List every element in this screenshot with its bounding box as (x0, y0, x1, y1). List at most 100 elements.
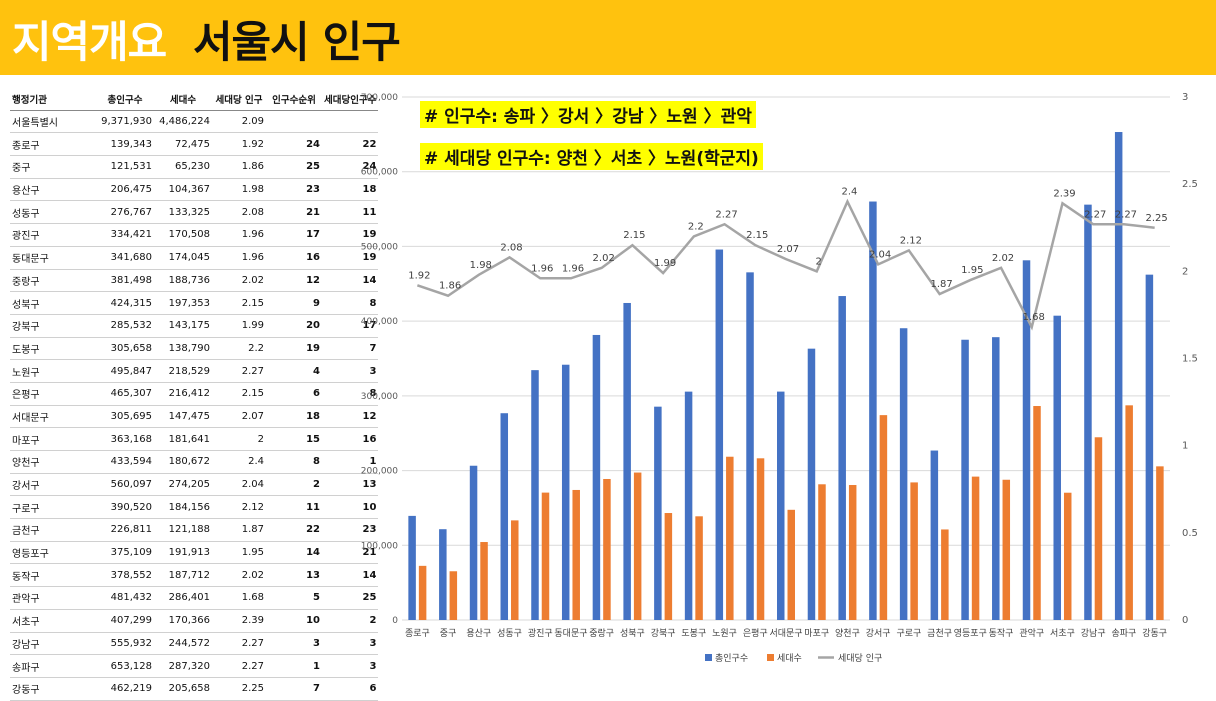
table-cell: 381,498 (96, 269, 154, 293)
table-cell: 433,594 (96, 450, 154, 474)
col-header-per-household-rank: 세대당인구수 (322, 88, 379, 111)
table-cell: 23 (266, 178, 322, 202)
table-row: 강서구 560,097 274,205 2.04 2 13 (10, 473, 379, 497)
data-label: 1.96 (531, 263, 553, 274)
table-cell: 3 (322, 359, 379, 383)
table-cell: 181,641 (154, 427, 212, 451)
table-row: 관악구 481,432 286,401 1.68 5 25 (10, 586, 379, 610)
table-cell: 18 (266, 405, 322, 429)
table-cell: 2.2 (212, 337, 266, 361)
bar-population (869, 201, 877, 620)
table-cell: 18 (322, 178, 379, 202)
table-cell: 4,486,224 (154, 110, 212, 134)
table-cell: 동작구 (10, 563, 96, 588)
table-cell: 424,315 (96, 291, 154, 315)
table-cell: 147,475 (154, 405, 212, 429)
x-tick-label: 강남구 (1081, 628, 1106, 639)
table-cell: 2.04 (212, 473, 266, 497)
bar-population (1084, 204, 1092, 620)
table-cell: 180,672 (154, 450, 212, 474)
table-cell: 170,366 (154, 609, 212, 633)
data-label: 1.68 (1023, 312, 1045, 323)
bar-households (633, 472, 642, 620)
data-label: 2.4 (841, 187, 857, 198)
table-cell: 노원구 (10, 359, 96, 383)
bar-households (603, 478, 611, 620)
x-tick-label: 송파구 (1111, 628, 1136, 639)
table-cell: 1 (266, 654, 322, 678)
table-cell: 강동구 (10, 677, 96, 701)
page-title: 서울시 인구 (193, 18, 401, 68)
table-cell: 성북구 (10, 291, 96, 315)
x-tick-label: 중구 (440, 628, 457, 639)
table-cell: 187,712 (154, 563, 212, 588)
bar-population (807, 348, 816, 620)
table-cell: 도봉구 (10, 337, 96, 361)
table-row: 용산구 206,475 104,367 1.98 23 18 (10, 178, 379, 202)
table-cell: 2.12 (212, 495, 266, 520)
table-row: 성북구 424,315 197,353 2.15 9 8 (10, 291, 379, 315)
table-cell: 서대문구 (10, 405, 96, 429)
bar-households (879, 415, 888, 620)
table-row: 서초구 407,299 170,366 2.39 10 2 (10, 609, 379, 633)
table-cell: 3 (266, 632, 322, 656)
table-cell: 3 (322, 632, 379, 656)
data-label: 2.27 (1115, 209, 1137, 220)
table-cell: 2 (322, 609, 379, 633)
table-cell: 5 (266, 586, 322, 610)
legend-label: 세대당 인구 (838, 653, 882, 664)
table-cell: 마포구 (10, 427, 96, 451)
y-left-tick-label: 200,000 (361, 467, 398, 477)
x-tick-label: 금천구 (927, 628, 952, 639)
y-left-tick-label: 100,000 (361, 541, 398, 551)
table-cell: 197,353 (154, 291, 212, 315)
table-cell: 2.27 (212, 632, 266, 656)
bar-households (726, 456, 734, 620)
table-cell: 9,371,930 (96, 110, 154, 134)
legend-swatch-households (767, 654, 774, 661)
table-cell: 274,205 (154, 473, 212, 497)
table-row: 동작구 378,552 187,712 2.02 13 14 (10, 563, 379, 588)
table-cell: 139,343 (96, 132, 154, 157)
legend-label: 총인구수 (715, 653, 748, 664)
table-cell: 6 (322, 677, 379, 701)
bar-population (531, 370, 539, 620)
table-cell: 19 (322, 246, 379, 270)
table-cell: 관악구 (10, 586, 96, 610)
table-cell: 송파구 (10, 654, 96, 678)
table-cell: 14 (322, 269, 379, 293)
y-left-tick-label: 600,000 (361, 168, 398, 178)
bar-households (449, 571, 458, 620)
table-row: 중구 121,531 65,230 1.86 25 24 (10, 155, 379, 179)
x-tick-label: 강동구 (1142, 628, 1167, 639)
table-cell: 1.92 (212, 132, 266, 157)
table-cell: 560,097 (96, 473, 154, 497)
table-cell: 1.95 (212, 541, 266, 565)
table-row: 강남구 555,932 244,572 2.27 3 3 (10, 632, 379, 656)
data-label: 2.15 (746, 230, 768, 241)
data-label: 1.96 (562, 263, 584, 274)
table-cell: 363,168 (96, 427, 154, 451)
table-cell: 2.09 (212, 110, 266, 134)
table-cell: 2.15 (212, 291, 266, 315)
y-left-tick-label: 300,000 (361, 392, 398, 402)
data-label: 1.86 (439, 281, 461, 292)
table-cell: 19 (266, 337, 322, 361)
table-cell: 20 (266, 314, 322, 338)
data-label: 1.87 (930, 279, 952, 290)
bar-population (1145, 274, 1154, 620)
bar-households (572, 489, 580, 620)
data-label: 2.04 (869, 249, 891, 260)
col-header-per-household: 세대당 인구 (212, 88, 266, 111)
table-cell: 133,325 (154, 200, 212, 225)
table-cell: 244,572 (154, 632, 212, 656)
bar-population (1053, 315, 1061, 620)
table-cell: 104,367 (154, 178, 212, 202)
table-cell: 21 (266, 200, 322, 225)
table-cell: 1.99 (212, 314, 266, 338)
bar-population (654, 406, 662, 620)
y-right-tick-label: 1 (1182, 441, 1188, 452)
bar-households (1033, 406, 1041, 620)
bar-population (838, 296, 846, 620)
bar-households (756, 458, 765, 620)
